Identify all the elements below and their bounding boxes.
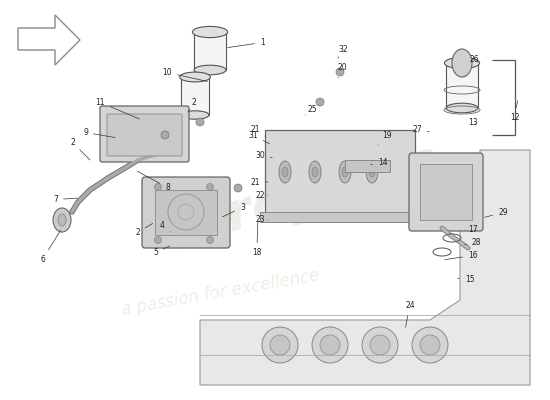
Bar (265, 130, 415, 215)
Circle shape (206, 184, 213, 190)
Text: 11: 11 (96, 98, 140, 119)
Text: 13: 13 (468, 118, 477, 127)
FancyBboxPatch shape (409, 153, 483, 231)
Text: 30: 30 (255, 151, 272, 160)
Circle shape (312, 327, 348, 363)
Ellipse shape (53, 208, 71, 232)
Ellipse shape (279, 161, 291, 183)
Text: 10: 10 (162, 68, 207, 81)
Ellipse shape (369, 167, 375, 177)
Text: 2: 2 (70, 138, 90, 160)
Ellipse shape (446, 58, 478, 68)
Ellipse shape (58, 214, 66, 226)
Ellipse shape (366, 161, 378, 183)
Circle shape (420, 335, 440, 355)
Circle shape (336, 68, 344, 76)
FancyBboxPatch shape (142, 177, 230, 248)
Text: 25: 25 (305, 105, 318, 115)
Bar (420, 164, 472, 220)
Circle shape (412, 327, 448, 363)
Circle shape (262, 327, 298, 363)
Text: 28: 28 (465, 238, 481, 247)
Text: a passion for excellence: a passion for excellence (120, 266, 321, 319)
Text: 26: 26 (470, 55, 480, 64)
Ellipse shape (282, 167, 288, 177)
Ellipse shape (342, 167, 348, 177)
Ellipse shape (452, 49, 472, 77)
FancyBboxPatch shape (100, 106, 189, 162)
Text: 22: 22 (256, 191, 268, 200)
Text: 18: 18 (252, 221, 261, 257)
Text: 14: 14 (371, 158, 388, 167)
Circle shape (270, 335, 290, 355)
Text: europarts: europarts (150, 135, 445, 261)
FancyBboxPatch shape (107, 114, 182, 156)
Circle shape (196, 118, 204, 126)
Bar (446, 63, 478, 108)
Ellipse shape (194, 65, 226, 75)
Text: 6: 6 (40, 230, 60, 264)
Text: 27: 27 (412, 125, 429, 134)
Text: 12: 12 (510, 101, 520, 122)
Text: 23: 23 (255, 215, 268, 224)
Ellipse shape (339, 161, 351, 183)
Ellipse shape (312, 167, 318, 177)
Text: 21: 21 (250, 125, 266, 136)
Text: 16: 16 (445, 251, 477, 260)
Ellipse shape (446, 103, 478, 113)
Bar (181, 77, 209, 115)
Ellipse shape (181, 111, 209, 119)
Bar (194, 32, 226, 70)
Text: 17: 17 (468, 225, 477, 234)
Text: 24: 24 (405, 301, 415, 327)
Text: 3: 3 (223, 203, 245, 217)
Ellipse shape (180, 72, 211, 82)
Text: 20: 20 (338, 63, 348, 78)
Ellipse shape (444, 57, 480, 69)
Text: 29: 29 (485, 208, 508, 217)
Circle shape (370, 335, 390, 355)
Ellipse shape (181, 73, 209, 81)
Circle shape (161, 131, 169, 139)
Ellipse shape (194, 27, 226, 37)
Text: 32: 32 (338, 45, 348, 58)
Text: 4: 4 (160, 221, 170, 232)
Ellipse shape (309, 161, 321, 183)
Text: 15: 15 (458, 275, 475, 284)
Text: 2: 2 (135, 224, 152, 237)
Text: 8: 8 (138, 171, 170, 192)
Circle shape (320, 335, 340, 355)
Polygon shape (200, 150, 530, 385)
Text: 7: 7 (53, 195, 77, 204)
Text: 5: 5 (153, 246, 169, 257)
Text: 2: 2 (188, 98, 197, 112)
Text: 9: 9 (83, 128, 116, 138)
Bar (260, 212, 420, 222)
Circle shape (362, 327, 398, 363)
Circle shape (316, 98, 324, 106)
Bar (155, 190, 217, 235)
Text: 31: 31 (249, 131, 270, 144)
Circle shape (234, 184, 242, 192)
Circle shape (155, 236, 162, 244)
Bar (345, 160, 390, 172)
Circle shape (206, 236, 213, 244)
Text: 21: 21 (250, 178, 268, 187)
Text: 19: 19 (378, 131, 392, 145)
Text: 1: 1 (228, 38, 265, 48)
Circle shape (155, 184, 162, 190)
Ellipse shape (192, 26, 228, 38)
